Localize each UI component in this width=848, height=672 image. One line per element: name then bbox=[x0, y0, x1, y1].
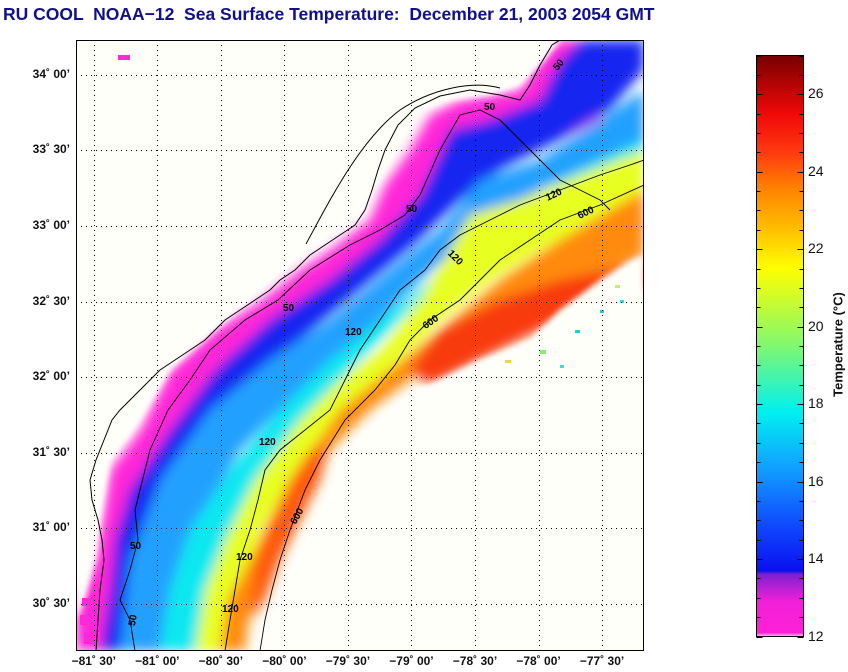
contour-label-50: 50 bbox=[127, 613, 140, 626]
contour-label-50: 50 bbox=[484, 102, 496, 113]
colorbar-tick-label: 16 bbox=[808, 472, 824, 489]
lat-tick-label: 30˚ 30’ bbox=[32, 596, 70, 611]
colorbar-tick-label: 12 bbox=[808, 627, 824, 644]
lon-tick-label: −78˚ 00’ bbox=[516, 654, 561, 668]
lon-tick-label: −78˚ 30’ bbox=[452, 654, 498, 668]
contour-label-50: 50 bbox=[406, 204, 418, 215]
lon-tick-label: −79˚ 00’ bbox=[389, 654, 434, 668]
contour-label-120: 120 bbox=[259, 437, 276, 448]
colorbar bbox=[756, 55, 804, 638]
contour-label-50: 50 bbox=[283, 303, 295, 314]
sst-field: 50 50 50 50 50 50 120 120 120 120 120 12… bbox=[76, 40, 644, 651]
lat-tick-label: 34˚ 00’ bbox=[32, 66, 70, 81]
isobath-120m bbox=[224, 159, 644, 651]
isobath-contours bbox=[119, 109, 644, 651]
coastline bbox=[89, 40, 561, 651]
isobath-50m bbox=[119, 109, 611, 651]
lat-tick-label: 31˚ 00’ bbox=[32, 520, 70, 535]
colorbar-tick-label: 20 bbox=[808, 317, 824, 334]
colorbar-tick-label: 24 bbox=[808, 162, 824, 179]
contour-label-120: 120 bbox=[222, 604, 239, 615]
contour-label-120: 120 bbox=[345, 327, 362, 338]
contour-label-120: 120 bbox=[236, 552, 253, 563]
cloud-edge-pixels bbox=[80, 55, 624, 644]
lon-tick-label: −80˚ 00’ bbox=[262, 654, 307, 668]
colorbar-gradient bbox=[756, 55, 804, 637]
colorbar-tick-label: 22 bbox=[808, 240, 824, 257]
lon-tick-label: −81˚ 30’ bbox=[71, 654, 116, 668]
lat-tick-label: 32˚ 00’ bbox=[32, 369, 70, 384]
lon-tick-label: −81˚ 00’ bbox=[135, 654, 180, 668]
lat-tick-label: 32˚ 30’ bbox=[32, 293, 70, 308]
contour-label-50: 50 bbox=[130, 541, 142, 552]
lat-tick-label: 31˚ 30’ bbox=[32, 444, 70, 459]
cloud-mask-north bbox=[76, 40, 560, 620]
plot-frame bbox=[76, 40, 644, 651]
lat-tick-label: 33˚ 00’ bbox=[32, 218, 70, 233]
graticule bbox=[76, 40, 644, 651]
lon-tick-label: −79˚ 30’ bbox=[325, 654, 371, 668]
lon-tick-label: −80˚ 30’ bbox=[198, 654, 244, 668]
isobath-600m bbox=[259, 184, 644, 651]
colorbar-tick-label: 26 bbox=[808, 85, 824, 102]
chart-title: RU COOL NOAA−12 Sea Surface Temperature:… bbox=[3, 4, 655, 24]
lat-tick-label: 33˚ 30’ bbox=[32, 142, 70, 157]
sst-band-14c bbox=[100, 40, 644, 651]
colorbar-tick-label: 14 bbox=[808, 550, 824, 567]
lon-tick-label: −77˚ 30’ bbox=[579, 654, 625, 668]
colorbar-title: Temperature (°C) bbox=[830, 292, 846, 397]
colorbar-tick-label: 18 bbox=[808, 395, 824, 412]
coastline-outer bbox=[305, 84, 501, 245]
colorbar-ticks bbox=[756, 56, 804, 638]
